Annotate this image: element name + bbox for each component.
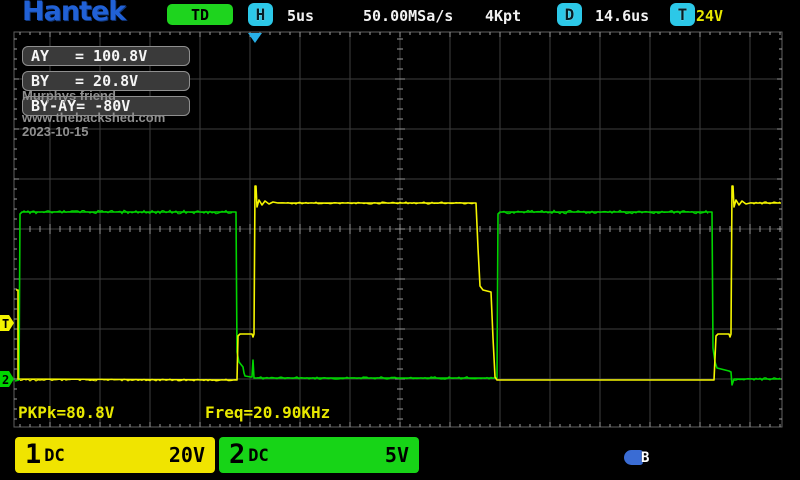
channel-2-number: 2 [229, 439, 246, 470]
cursor-measure-delta-value: = -80V [76, 97, 131, 115]
watermark-url: www.thebackshed.com [22, 110, 166, 125]
cursor-measure-delta: BY-AY = -80V [22, 96, 190, 116]
channel-2-zero-marker-label: 2 [2, 373, 9, 387]
channel-1-badge[interactable]: 1 DC 20V [15, 437, 215, 473]
watermark-author: Murphys friend [22, 88, 116, 103]
channel-1-coupling: DC [44, 446, 65, 466]
channel-2-scale: 5V [384, 443, 409, 467]
hantek-logo: Hantek [22, 0, 126, 27]
trace-ch1 [16, 185, 781, 381]
freq-readout: Freq=20.90KHz [205, 403, 331, 422]
cursor-measure-by-value: = 20.8V [75, 72, 139, 90]
timebase-readout: 5us [287, 7, 315, 25]
channel-2-zero-marker[interactable] [0, 371, 14, 387]
channel-2-badge[interactable]: 2 DC 5V [219, 437, 419, 473]
cursor-measure-ay-value: = 100.8V [75, 47, 148, 65]
trigger-status-badge[interactable]: TD [167, 4, 233, 25]
trigger-delay-readout: 14.6us [595, 7, 650, 25]
usb-disk-label: B [641, 450, 650, 466]
cursor-measure-ay: AY = 100.8V [22, 46, 190, 66]
memory-depth-readout: 4Kpt [485, 7, 522, 25]
pkpk-readout: PKPk=80.8V [18, 403, 115, 422]
horizontal-menu-icon[interactable]: H [248, 3, 273, 26]
channel-1-number: 1 [25, 439, 42, 470]
cursor-measure-ay-name: AY [31, 47, 50, 65]
cursor-measure-by: BY = 20.8V [22, 71, 190, 91]
trigger-level-readout: 24V [696, 7, 724, 25]
channel-2-coupling: DC [248, 446, 269, 466]
usb-disk-icon: B [624, 449, 658, 467]
trigger-menu-icon[interactable]: T [670, 3, 695, 26]
channel-1-scale: 20V [168, 443, 205, 467]
trigger-position-marker[interactable] [248, 33, 262, 43]
cursor-measure-by-name: BY [31, 72, 50, 90]
trigger-level-marker-label: T [2, 317, 9, 331]
usb-disk-body-icon [624, 450, 643, 465]
trace-ch2 [14, 211, 781, 386]
cursor-measure-delta-name: BY-AY [31, 97, 77, 115]
sample-rate-readout: 50.00MSa/s [363, 7, 454, 25]
delay-menu-icon[interactable]: D [557, 3, 582, 26]
watermark-date: 2023-10-15 [22, 124, 89, 139]
trigger-level-marker[interactable] [0, 315, 14, 331]
graticule-ticks [14, 32, 782, 427]
